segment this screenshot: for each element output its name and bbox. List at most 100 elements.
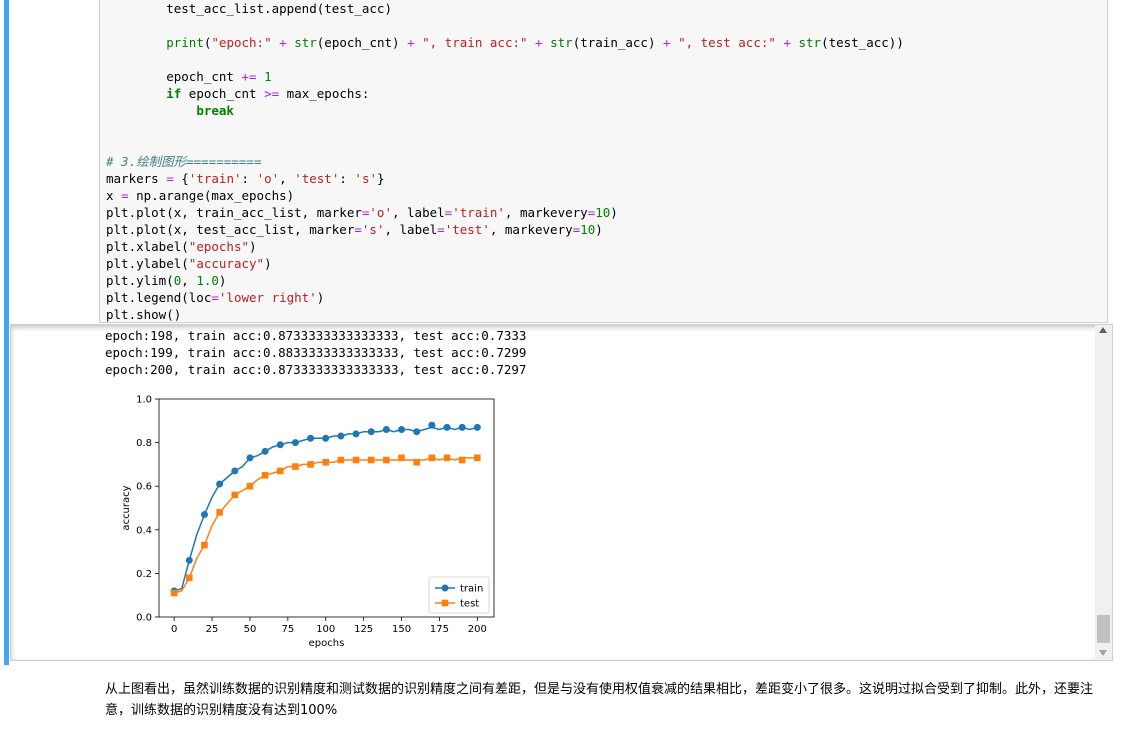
y-tick-label: 0.2	[136, 569, 152, 580]
code-token: 'lower right'	[218, 290, 317, 305]
code-line: # 3.绘制图形==========	[106, 153, 904, 170]
code-token: }	[377, 171, 385, 186]
code-token: plt.plot(x, train_acc_list, marker	[106, 205, 362, 220]
code-token: +=	[241, 69, 257, 84]
series-point-train	[291, 439, 299, 447]
code-token: plt.ylim(	[106, 273, 174, 288]
code-token: str	[798, 35, 822, 50]
series-point-test	[246, 482, 254, 490]
code-token: 'o'	[256, 171, 280, 186]
code-token: 's'	[354, 171, 377, 186]
code-input-area[interactable]	[99, 0, 1108, 323]
scroll-up-arrow-icon[interactable]	[1099, 327, 1107, 333]
code-token: str	[294, 35, 317, 50]
series-point-train	[398, 426, 406, 434]
x-tick-label: 150	[392, 624, 411, 635]
code-token: , markevery	[504, 205, 588, 220]
series-point-train	[458, 423, 466, 431]
series-point-train	[337, 432, 345, 440]
cell-selection-bar	[4, 0, 9, 665]
code-token: :	[241, 171, 257, 186]
series-point-train	[200, 511, 208, 519]
code-line: epoch_cnt += 1	[106, 68, 904, 85]
code-token: )	[610, 205, 618, 220]
code-token: 'o'	[369, 205, 392, 220]
legend-label-test: test	[460, 599, 479, 610]
series-point-train	[443, 423, 451, 431]
x-tick-label: 200	[468, 624, 487, 635]
code-token: plt.xlabel(	[106, 239, 189, 254]
code-token: =	[354, 222, 362, 237]
code-token: test_acc_list.append(test_acc)	[106, 1, 392, 16]
code-token: ,	[279, 171, 295, 186]
code-token: (	[203, 35, 212, 50]
code-token: +	[535, 35, 543, 50]
output-scrollbar[interactable]	[1095, 325, 1112, 660]
code-token: {	[173, 171, 189, 186]
series-point-test	[413, 458, 420, 466]
code-token: :	[339, 171, 355, 186]
series-point-test	[216, 509, 223, 516]
y-tick-label: 0.4	[136, 525, 152, 536]
code-token: =	[361, 205, 370, 220]
code-token: 10	[580, 222, 596, 237]
series-point-train	[382, 426, 390, 434]
output-line: epoch:199, train acc:0.8833333333333333,…	[105, 345, 527, 360]
code-token: 1.0	[196, 273, 219, 288]
code-line: test_acc_list.append(test_acc)	[106, 0, 904, 17]
code-line	[106, 51, 904, 68]
code-line: plt.legend(loc='lower right')	[106, 289, 904, 306]
code-token	[671, 35, 679, 50]
series-point-train	[185, 556, 193, 564]
series-point-test	[276, 467, 284, 475]
series-point-test	[398, 454, 405, 462]
code-line: x = np.arange(max_epochs)	[106, 187, 904, 204]
series-point-test	[428, 454, 436, 462]
code-token: 'test'	[444, 222, 490, 237]
series-point-train	[246, 454, 254, 462]
code-line: plt.show()	[106, 306, 904, 323]
scroll-down-arrow-icon[interactable]	[1099, 650, 1107, 656]
code-line: markers = {'train': 'o', 'test': 's'}	[106, 170, 904, 187]
code-token: )	[595, 222, 603, 237]
code-token: ", test acc:"	[678, 35, 776, 50]
code-token: , markevery	[489, 222, 573, 237]
series-point-train	[322, 434, 330, 442]
code-line: if epoch_cnt >= max_epochs:	[106, 85, 904, 102]
series-point-train	[231, 467, 239, 475]
code-token: 10	[595, 205, 611, 220]
series-point-test	[352, 456, 360, 464]
series-point-test	[474, 454, 481, 462]
legend-label-train: train	[460, 584, 483, 595]
code-token: epoch_cnt	[181, 86, 265, 101]
code-token: plt.ylabel(	[106, 256, 189, 271]
x-tick-label: 175	[430, 624, 449, 635]
code-token: "epoch:"	[211, 35, 272, 50]
series-point-test	[231, 491, 239, 499]
output-area: epoch:198, train acc:0.8733333333333333,…	[10, 324, 1113, 661]
legend-marker-train	[441, 584, 449, 592]
code-line: plt.xlabel("epochs")	[106, 238, 904, 255]
x-tick-label: 125	[354, 624, 373, 635]
code-line	[106, 136, 904, 153]
series-point-test	[337, 456, 345, 464]
series-point-test	[443, 454, 451, 462]
code-line: break	[106, 102, 904, 119]
code-line: plt.plot(x, test_acc_list, marker='s', l…	[106, 221, 904, 238]
code-token: )	[264, 256, 272, 271]
code-token: # 3.绘制图形==========	[106, 154, 262, 169]
code-token: (epoch_cnt)	[316, 35, 408, 50]
series-point-test	[292, 463, 299, 470]
x-tick-label: 75	[281, 624, 294, 635]
y-tick-label: 1.0	[136, 395, 152, 406]
code-token: =	[211, 290, 219, 305]
code-token	[791, 35, 799, 50]
code-token: print	[166, 35, 204, 50]
markdown-cell-text: 从上图看出，虽然训练数据的识别精度和测试数据的识别精度之间有差距，但是与没有使用…	[105, 682, 1094, 718]
series-point-train	[428, 421, 436, 429]
code-token: 's'	[361, 222, 385, 237]
legend-box	[428, 576, 490, 614]
code-editor[interactable]: test_acc_list.append(test_acc) print("ep…	[106, 0, 904, 323]
scroll-thumb[interactable]	[1097, 615, 1110, 643]
x-tick-label: 0	[171, 624, 177, 635]
